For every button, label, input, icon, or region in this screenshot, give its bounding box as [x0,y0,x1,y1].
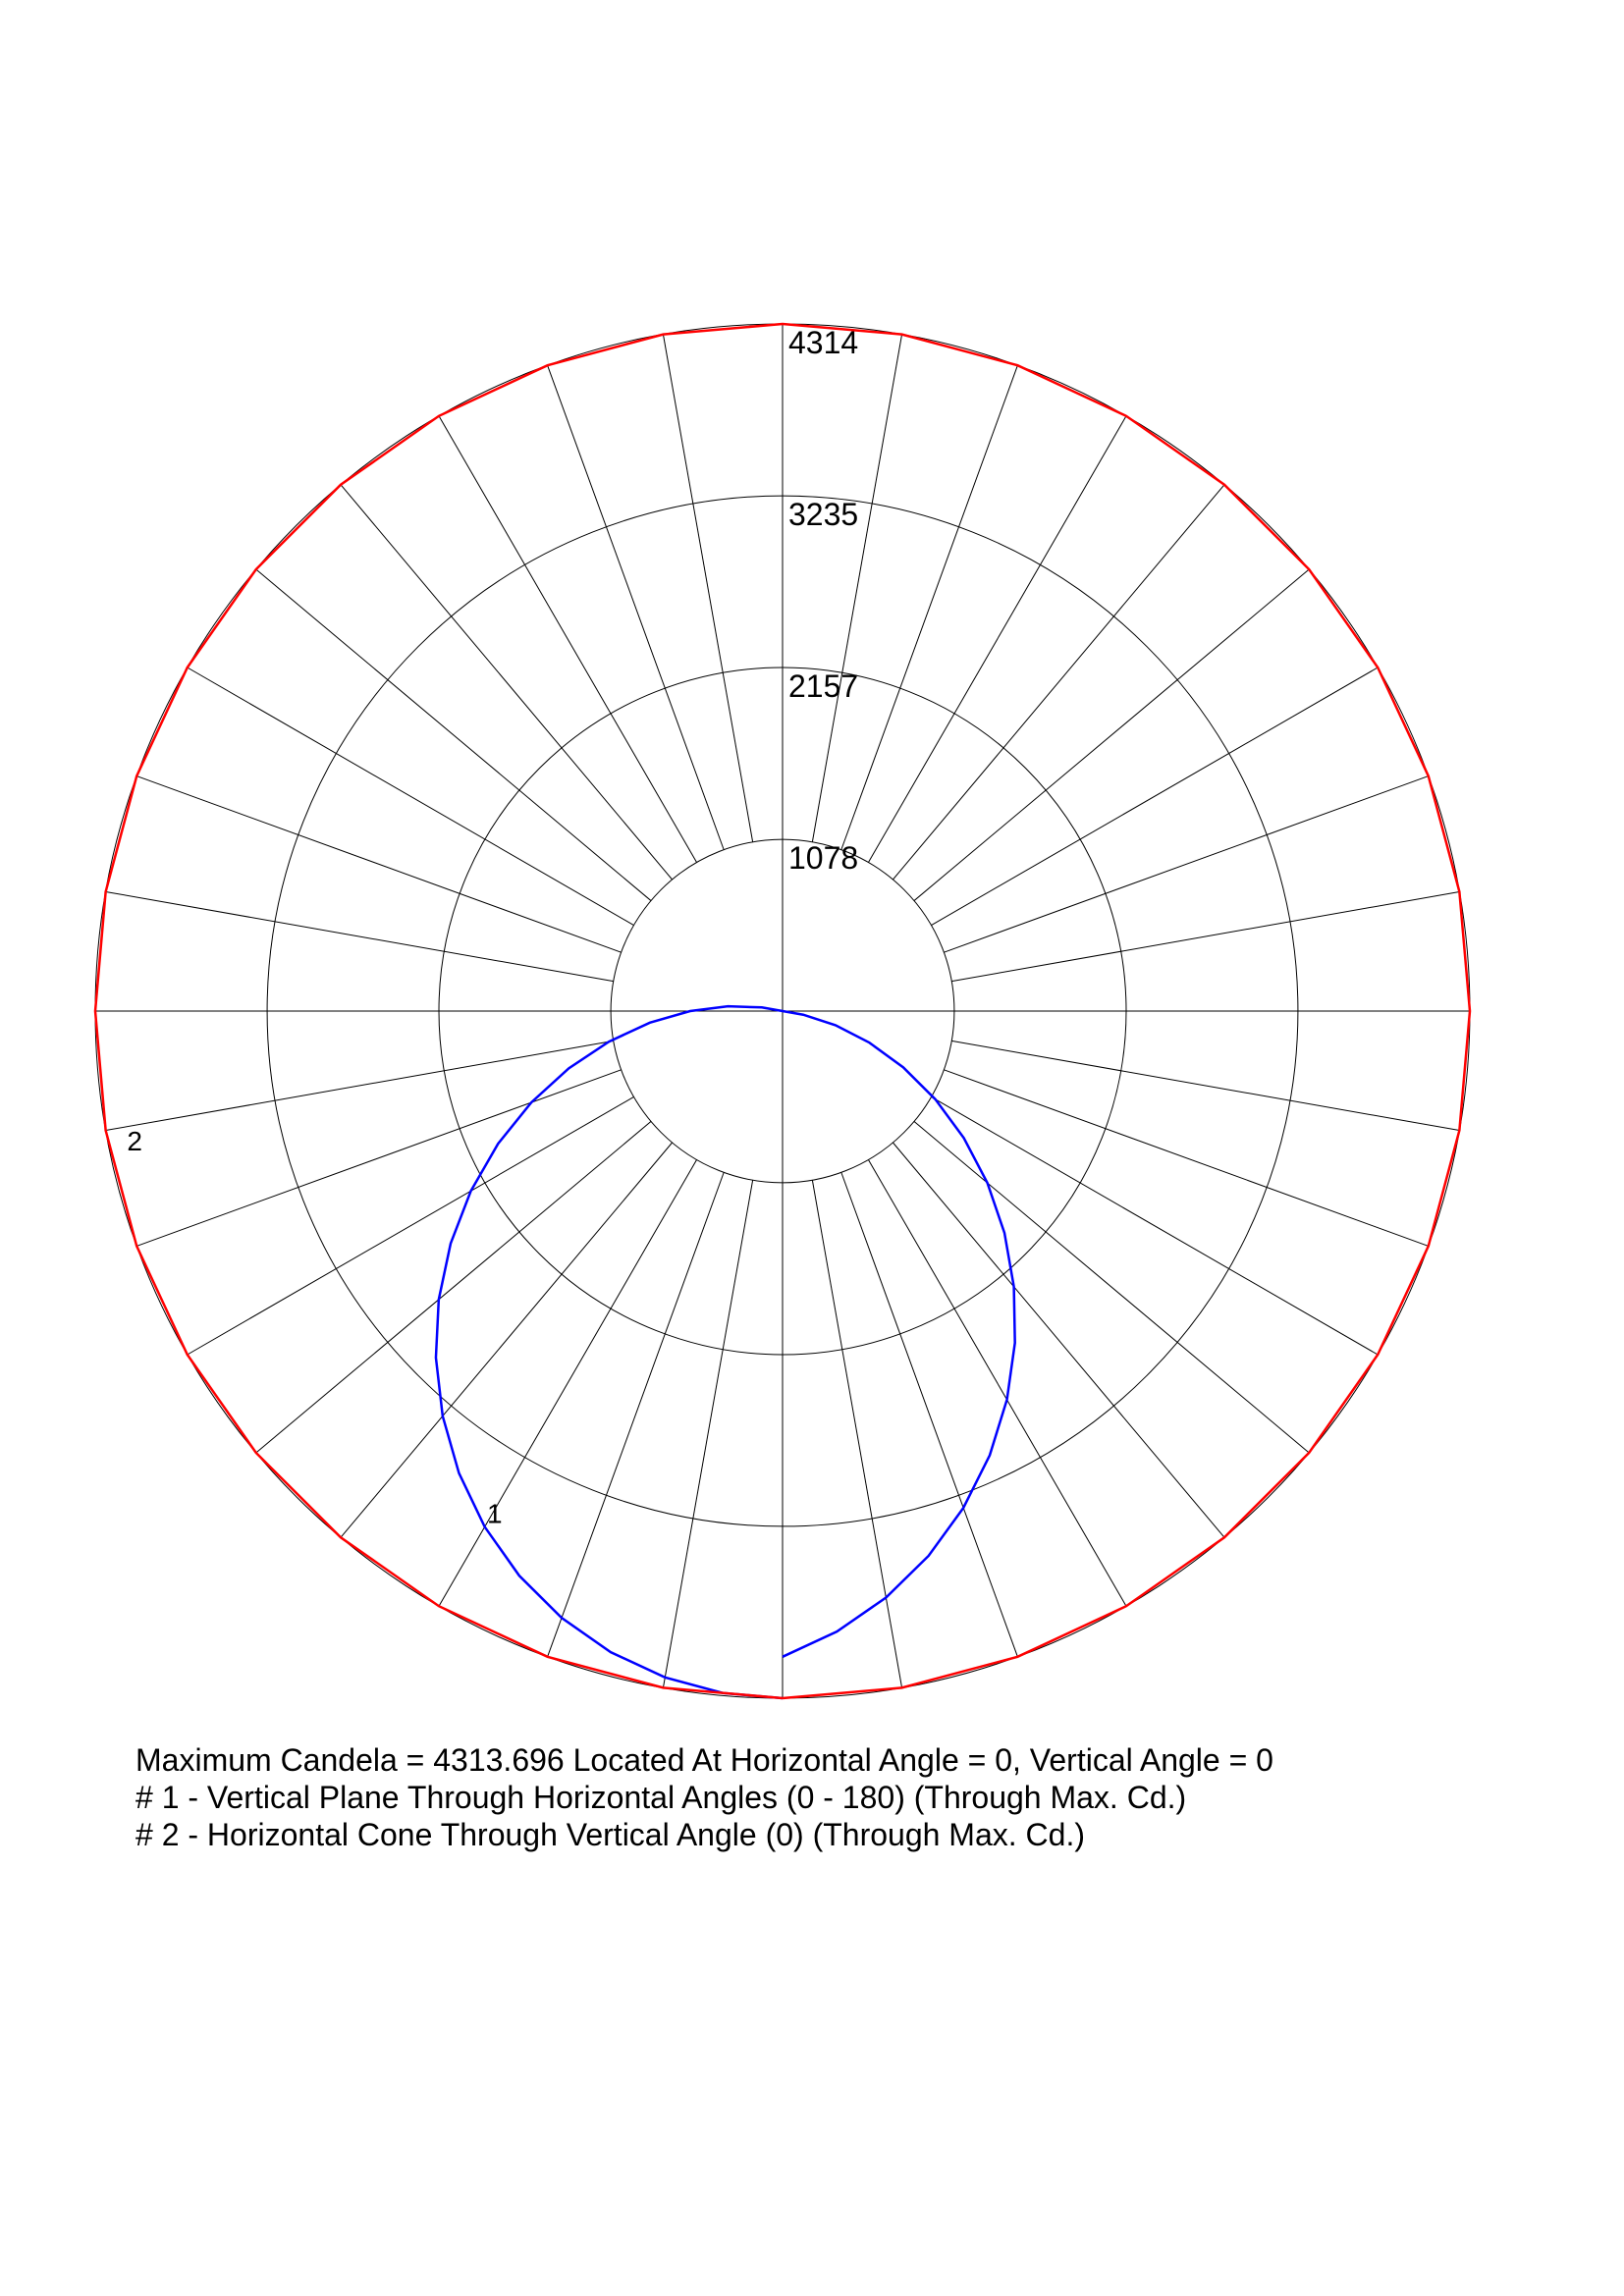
curve-label-2: 2 [127,1126,142,1156]
radial-gridline [944,1070,1428,1247]
polar-chart-container: 1 2 1078 2157 3235 4314 Maximum Candela = 431… [0,0,1624,2296]
radial-gridline [931,667,1378,926]
caption-line-2: # 1 - Vertical Plane Through Horizontal … [135,1780,1186,1816]
radial-gridline [931,1096,1378,1355]
radial-gridline [439,416,697,863]
radial-gridline [868,416,1126,863]
radial-gridline [868,1159,1126,1606]
ring-label: 4314 [788,325,858,360]
radial-gridline [188,1096,634,1355]
ring-label: 1078 [788,840,858,876]
radial-gridline [951,891,1459,981]
radial-gridline [812,1180,901,1687]
radial-gridline [951,1041,1459,1130]
radial-gridline [841,1172,1018,1656]
polar-chart-svg: 1 2 1078 2157 3235 4314 [0,0,1624,2296]
radial-gridline [106,1041,614,1130]
caption-line-3: # 2 - Horizontal Cone Through Vertical A… [135,1817,1085,1853]
radial-gridline [136,1070,621,1247]
radial-gridline [188,667,634,926]
curve-1 [436,1006,1015,1698]
caption-line-1: Maximum Candela = 4313.696 Located At Ho… [135,1742,1273,1779]
radial-gridline [841,365,1018,849]
radial-gridline [548,365,725,849]
radial-gridline [663,335,752,842]
radial-gridline [663,1180,752,1687]
radial-gridline [812,335,901,842]
radial-gridline [106,891,614,981]
radial-gridline [944,776,1428,953]
ring-label: 2157 [788,668,858,704]
ring-label: 3235 [788,497,858,532]
curve-label-1: 1 [487,1498,503,1528]
radial-gridline [136,776,621,953]
radial-gridline [548,1172,725,1656]
radial-gridline [439,1159,697,1606]
